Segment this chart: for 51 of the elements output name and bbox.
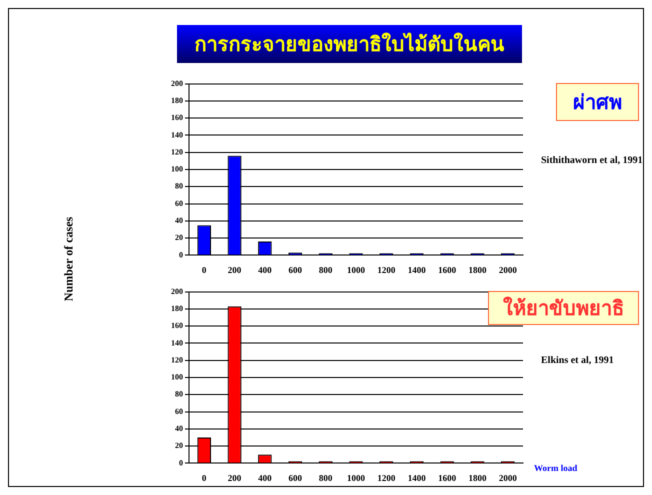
x-tick-label: 800: [318, 472, 333, 483]
y-tick-label: 160: [171, 321, 183, 330]
x-tick-label: 1600: [438, 472, 457, 483]
x-tick-label: 0: [202, 472, 207, 483]
y-tick-label: 140: [171, 130, 183, 140]
x-tick-label: 1000: [347, 264, 366, 275]
y-tick-label: 20: [175, 441, 183, 450]
x-tick-label: 2000: [498, 472, 518, 483]
y-tick-label: 60: [175, 198, 183, 208]
text: ผ่าศพ: [556, 83, 639, 121]
y-tick-label: 100: [171, 164, 183, 174]
y-tick-label: 40: [175, 424, 183, 433]
x-tick-label: 1800: [468, 264, 487, 275]
y-tick-label: 120: [171, 355, 183, 364]
y-tick-label: 80: [175, 390, 183, 399]
y-tick-label: 40: [175, 216, 183, 225]
x-tick-label: 1200: [377, 472, 396, 483]
x-tick-label: 1600: [438, 264, 457, 275]
y-tick-label: 0: [179, 250, 183, 260]
x-tick-label: 200: [228, 264, 242, 275]
x-tick-label: 600: [288, 472, 303, 483]
x-tick-label: 0: [202, 264, 207, 275]
x-axis-title: Worm load: [534, 463, 578, 473]
x-tick-label: 1200: [377, 264, 396, 275]
y-tick-label: 180: [171, 96, 183, 106]
y-tick-label: 100: [171, 372, 183, 382]
annotation: ให้ยาขับพยาธิ: [488, 291, 639, 325]
y-tick-label: 0: [179, 458, 183, 468]
y-tick-label: 180: [171, 304, 183, 314]
x-tick-label: 1400: [408, 472, 426, 483]
y-tick-label: 200: [171, 286, 183, 296]
x-tick-label: 1400: [408, 264, 426, 275]
y-axis-title: Number of cases: [62, 216, 76, 304]
x-tick-label: 400: [258, 472, 272, 483]
x-tick-label: 800: [318, 264, 333, 275]
chart-title: การกระจายของพยาธิใบไม้ตับในคน: [177, 25, 522, 63]
y-tick-label: 200: [171, 78, 183, 88]
x-tick-label: 400: [258, 264, 272, 275]
y-tick-label: 60: [175, 406, 183, 416]
y-tick-label: 140: [171, 338, 183, 348]
y-tick-label: 120: [171, 147, 183, 156]
y-tick-label: 160: [171, 113, 183, 122]
text: Elkins et al, 1991: [541, 355, 614, 366]
x-tick-label: 1000: [347, 472, 366, 483]
x-tick-label: 200: [228, 472, 242, 483]
x-tick-label: 600: [288, 264, 303, 275]
x-tick-label: 2000: [498, 264, 518, 275]
x-tick-label: 1800: [468, 472, 487, 483]
text: Sithithaworn et al, 1991: [541, 155, 643, 166]
y-tick-label: 20: [175, 233, 183, 242]
y-tick-label: 80: [175, 182, 183, 191]
